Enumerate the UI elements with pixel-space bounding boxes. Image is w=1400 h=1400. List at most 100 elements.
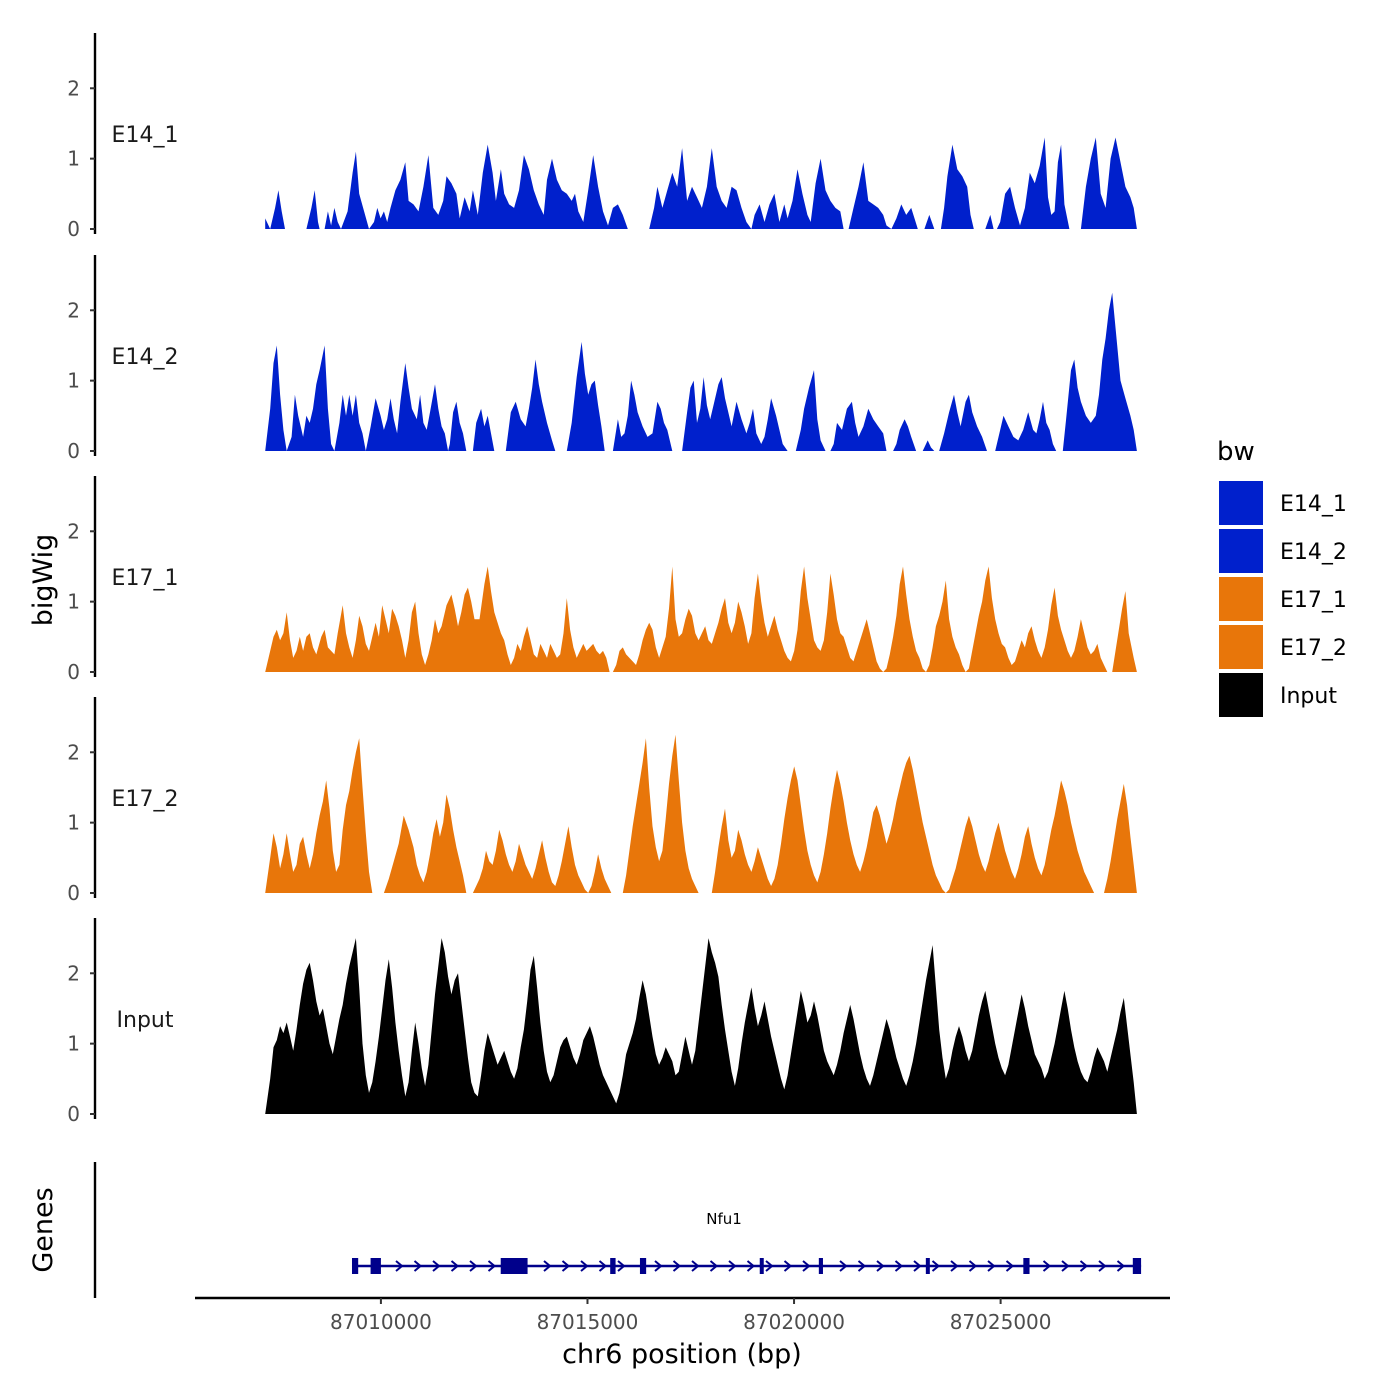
strand-arrow-icon [913,1260,922,1272]
legend-item: Input [1219,673,1337,717]
legend-item: E14_2 [1219,529,1347,573]
x-tick-label: 87015000 [537,1310,639,1334]
x-axis-ticks: 87010000 87015000 87020000 87025000 [330,1298,1052,1334]
strand-arrow-icon [950,1260,959,1272]
x-tick-label: 87025000 [950,1310,1052,1334]
strand-arrow-icon [580,1260,589,1272]
gene-exon [639,1258,647,1274]
y-tick-label: 1 [67,369,80,393]
strand-arrow-icon [543,1260,552,1272]
strand-arrow-icon [894,1260,904,1272]
legend-items: E14_1 E14_2 E17_1 E17_2 Input [1219,481,1347,717]
gene-exon [818,1258,823,1274]
gene-exon [610,1258,616,1274]
legend-swatch [1219,577,1263,621]
track-label: E17_1 [112,566,179,591]
strand-arrow-icon [746,1260,756,1272]
strand-arrow-icon [617,1260,626,1272]
gene-exon [759,1258,764,1274]
strand-arrow-icon [1098,1260,1107,1272]
gene-label: Nfu1 [706,1210,742,1228]
y-tick-label: 2 [67,298,80,322]
x-tick-label: 87020000 [743,1310,845,1334]
strand-arrow-icon [561,1260,571,1272]
y-tick-label: 2 [67,519,80,543]
signal-area-e14-1 [265,137,1137,229]
legend-label: E14_2 [1280,540,1347,565]
legend-label: Input [1280,684,1337,709]
genes-axis-title: Genes [28,1187,59,1272]
gene-exon [925,1258,930,1274]
strand-arrow-icon [857,1260,867,1272]
gene-exon [500,1258,528,1274]
strand-arrow-icon [487,1260,497,1272]
strand-arrow-icon [765,1260,774,1272]
legend-label: E14_1 [1280,492,1347,517]
strand-arrow-icon [728,1260,737,1272]
legend-swatch [1219,673,1263,717]
signal-area-e17-1 [265,566,1137,672]
legend: bw E14_1 E14_2 E17_1 E17_2 Input [1217,437,1347,717]
strand-arrow-icon [691,1260,700,1272]
strand-arrow-icon [839,1260,848,1272]
track-e17-1: 0 1 2 E17_1 [67,476,1137,684]
track-label: E14_2 [112,345,179,370]
strand-arrow-icon [968,1260,978,1272]
strand-arrow-icon [802,1260,811,1272]
y-tick-label: 1 [67,1032,80,1056]
strand-arrow-icon [672,1260,682,1272]
y-axis-title: bigWig [28,534,59,627]
legend-label: E17_2 [1280,636,1347,661]
strand-arrow-icon [1005,1260,1015,1272]
track-label: E14_1 [112,123,179,148]
y-tick-label: 1 [67,147,80,171]
track-label: Input [117,1008,174,1033]
strand-arrow-icon [450,1260,460,1272]
signal-tracks: 0 1 2 E14_1 0 1 2 E14_2 0 1 2 E17_1 0 1 2 E17_2 0 1 2 Input [67,33,1137,1126]
legend-item: E17_1 [1219,577,1347,621]
gene-exon [1132,1258,1142,1274]
signal-area-e17-2 [265,734,1137,893]
legend-label: E17_1 [1280,588,1347,613]
y-tick-label: 0 [67,660,80,684]
track-label: E17_2 [112,787,179,812]
track-e17-2: 0 1 2 E17_2 [67,697,1137,905]
y-tick-label: 0 [67,881,80,905]
gene-exon [351,1258,359,1274]
strand-arrow-icon [876,1260,885,1272]
strand-arrow-icon [1042,1260,1052,1272]
track-e14-1: 0 1 2 E14_1 [67,33,1137,241]
gene-exon [1023,1258,1030,1274]
legend-swatch [1219,481,1263,525]
track-e14-2: 0 1 2 E14_2 [67,255,1137,463]
y-tick-label: 0 [67,439,80,463]
y-tick-label: 0 [67,1102,80,1126]
y-tick-label: 2 [67,961,80,985]
y-tick-label: 1 [67,590,80,614]
signal-area-e14-2 [265,292,1137,451]
strand-arrow-icon [931,1260,941,1272]
legend-swatch [1219,625,1263,669]
x-tick-label: 87010000 [330,1310,432,1334]
strand-arrow-icon [709,1260,719,1272]
strand-arrow-icon [1116,1260,1126,1272]
strand-arrow-icon [598,1260,608,1272]
y-tick-label: 2 [67,740,80,764]
strand-arrow-icon [395,1260,404,1272]
y-tick-label: 2 [67,76,80,100]
y-tick-label: 0 [67,217,80,241]
strand-arrow-icon [1061,1260,1070,1272]
x-axis-title: chr6 position (bp) [562,1339,802,1370]
legend-swatch [1219,529,1263,573]
gene-panel: Genes Nfu1 [28,1162,1142,1298]
legend-title: bw [1217,437,1255,467]
legend-item: E17_2 [1219,625,1347,669]
strand-arrow-icon [783,1260,793,1272]
strand-arrow-icon [469,1260,478,1272]
strand-arrow-icon [654,1260,663,1272]
strand-arrow-icon [987,1260,996,1272]
gene-exon [370,1258,381,1274]
strand-arrow-icon [413,1260,423,1272]
legend-item: E14_1 [1219,481,1347,525]
